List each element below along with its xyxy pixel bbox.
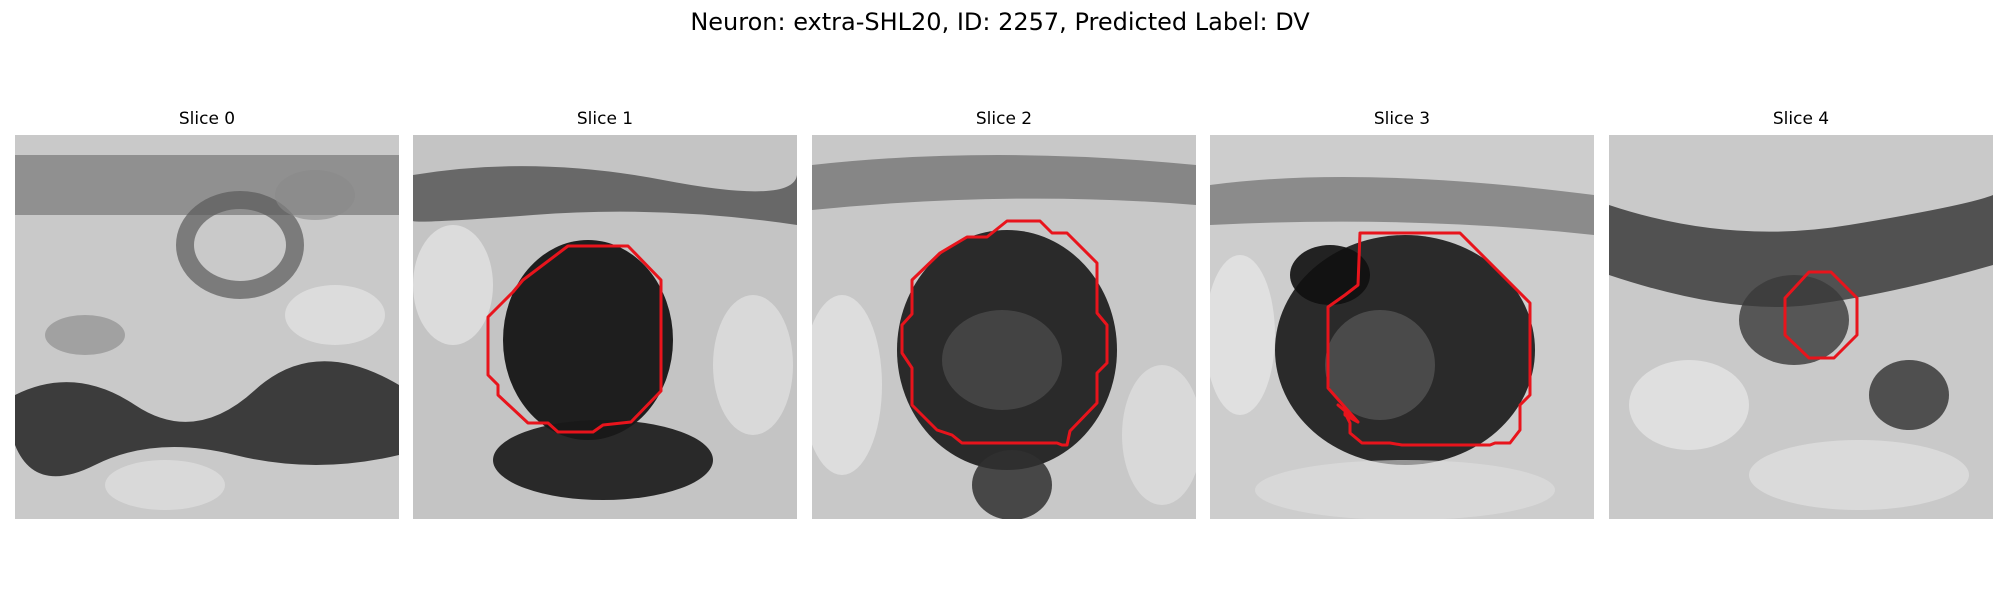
roi-contour [900, 219, 1109, 447]
figure-title: Neuron: extra-SHL20, ID: 2257, Predicted… [690, 8, 1310, 36]
slice-image [1210, 135, 1594, 519]
slice-title: Slice 4 [1772, 109, 1830, 129]
slice-image [413, 135, 797, 519]
slice-image [812, 135, 1196, 519]
roi-contour [1326, 231, 1532, 447]
slice-image [1609, 135, 1993, 519]
slice-title: Slice 1 [576, 109, 634, 129]
slice-title: Slice 2 [975, 109, 1033, 129]
slice-image [15, 135, 399, 519]
slice-title: Slice 3 [1373, 109, 1431, 129]
roi-contour [486, 244, 663, 434]
roi-contour [1783, 270, 1859, 360]
slice-title: Slice 0 [178, 109, 236, 129]
